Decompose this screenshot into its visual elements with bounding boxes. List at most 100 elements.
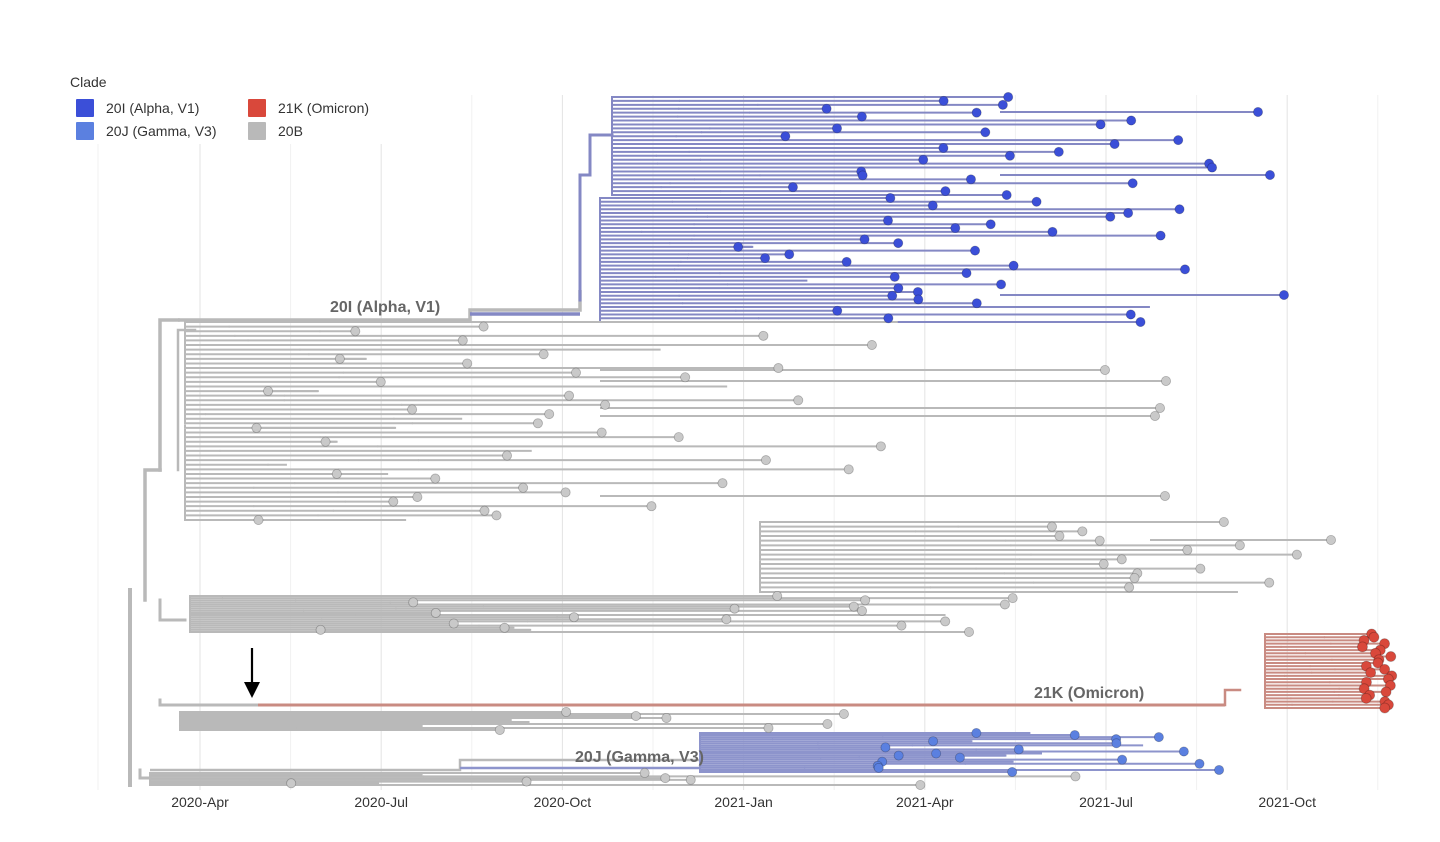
tip-point — [950, 223, 961, 234]
tip-point — [860, 595, 871, 606]
legend-item-omicron[interactable]: 21K (Omicron) — [248, 98, 369, 118]
tip-point — [938, 142, 949, 153]
tree-branch — [184, 406, 363, 411]
tip-point — [1105, 211, 1116, 222]
tree-branch — [699, 745, 820, 749]
tree-branch — [1264, 691, 1340, 697]
tip-point — [1125, 309, 1136, 320]
tip-point — [938, 95, 949, 106]
tree-branch — [184, 438, 338, 443]
tree-branch — [184, 357, 367, 360]
tip-point — [1123, 208, 1134, 219]
tree-branch — [599, 302, 746, 308]
tree-branch — [699, 769, 784, 773]
tree-branch — [184, 370, 344, 374]
legend-item-gamma[interactable]: 20J (Gamma, V3) — [76, 121, 216, 141]
tip-point — [430, 607, 441, 618]
tip-point — [927, 200, 938, 211]
tip-point — [971, 728, 982, 739]
tree-branch — [611, 163, 661, 169]
tip-point — [971, 107, 982, 118]
tree-branch — [759, 573, 953, 579]
tree-branch — [759, 564, 977, 570]
tree-branch — [184, 501, 255, 508]
tip-point — [954, 752, 965, 763]
tip-point — [883, 313, 894, 324]
tree-branch — [611, 133, 677, 138]
x-tick-label: 2020-Apr — [171, 794, 229, 810]
tree-branch — [1264, 648, 1297, 652]
tip-point — [996, 279, 1007, 290]
tip-point — [499, 622, 510, 633]
tree-branch — [184, 402, 403, 406]
tree-branch — [184, 393, 285, 397]
tree-branch — [759, 542, 1012, 547]
tree-branch — [189, 605, 484, 608]
legend-item-20b[interactable]: 20B — [248, 121, 303, 141]
tree-branch — [184, 442, 379, 448]
annotations: 20I (Alpha, V1) 21K (Omicron) 20J (Gamma… — [244, 299, 1144, 766]
tree-branch — [1264, 682, 1298, 687]
tree-branch — [1223, 688, 1242, 707]
tip-point — [375, 376, 386, 387]
x-tick-label: 2021-Jan — [714, 794, 772, 810]
tree-branch — [599, 266, 676, 271]
tree-branch — [149, 776, 365, 780]
tree-branch — [1264, 703, 1304, 709]
tree-branch — [599, 248, 740, 252]
tip-point — [856, 111, 867, 122]
tip-point — [822, 719, 833, 730]
tip-point — [251, 422, 262, 433]
tree-branch — [184, 379, 378, 383]
tree-branch — [611, 137, 761, 142]
tree-branch — [599, 299, 684, 305]
legend-swatch-alpha — [76, 99, 94, 117]
tree-branch — [1264, 666, 1336, 671]
tip-point — [1129, 573, 1140, 584]
legend-item-alpha[interactable]: 20I (Alpha, V1) — [76, 98, 199, 118]
tree-branch — [184, 474, 214, 480]
tree-branch — [611, 122, 744, 126]
tip-point — [1379, 663, 1391, 675]
tip-point — [887, 290, 898, 301]
tip-point — [502, 450, 513, 461]
tree-branch — [184, 420, 413, 425]
tree-branch — [759, 569, 1005, 575]
tip-point — [1195, 563, 1206, 574]
grid-lines — [97, 95, 1379, 790]
tree-branch — [158, 698, 182, 707]
tip-point — [1357, 641, 1368, 653]
tree-branch — [699, 755, 860, 759]
tip-point — [1124, 582, 1135, 593]
tip-point — [1004, 150, 1015, 161]
tree-branch — [184, 348, 301, 351]
tip-point — [1153, 732, 1164, 743]
tip-point — [263, 386, 274, 397]
tip-point — [875, 441, 886, 452]
tree-branch — [599, 277, 677, 282]
tip-point — [253, 515, 264, 526]
tip-point — [532, 418, 543, 429]
tree-branch — [599, 295, 729, 301]
tip-point — [843, 464, 854, 475]
tip-point — [1253, 107, 1264, 118]
tip-point — [1053, 146, 1064, 157]
tip-point — [985, 219, 996, 230]
tip-point — [893, 283, 904, 294]
tip-point — [646, 501, 657, 512]
tree-branch — [1264, 654, 1286, 658]
tip-point — [859, 234, 870, 245]
tip-point — [760, 455, 771, 466]
tree-branch — [179, 720, 394, 723]
tree-branch — [184, 366, 250, 370]
tree-branch — [759, 529, 917, 533]
legend-label-alpha: 20I (Alpha, V1) — [106, 100, 200, 116]
tip-point — [733, 241, 744, 252]
tree-branch — [184, 469, 389, 475]
tip-point — [630, 711, 641, 722]
tip-point — [758, 330, 769, 341]
tip-point — [760, 253, 771, 264]
tip-point — [1279, 289, 1290, 300]
tip-point — [1116, 554, 1127, 565]
tree-branch — [184, 384, 303, 388]
